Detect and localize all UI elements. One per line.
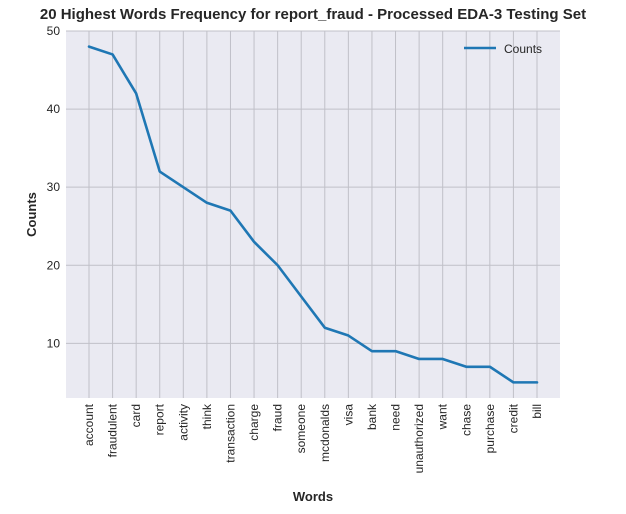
x-tick-label-want: want: [436, 403, 450, 430]
x-tick-label-card: card: [129, 404, 143, 427]
x-tick-label-chase: chase: [459, 404, 473, 436]
series-line-counts: [87, 45, 539, 384]
x-tick-label-mcdonalds: mcdonalds: [318, 404, 332, 462]
x-tick-label-transaction: transaction: [223, 404, 237, 463]
chart-title: 20 Highest Words Frequency for report_fr…: [39, 6, 587, 23]
x-axis-ticks: account fraudulent card report activity think…: [82, 403, 544, 473]
x-tick-label-charge: charge: [247, 404, 261, 441]
x-tick-label-activity: activity: [176, 404, 190, 441]
y-axis-label: Counts: [24, 192, 39, 237]
x-tick-label-bill: bill: [530, 404, 544, 419]
y-tick-label: 30: [47, 180, 61, 194]
y-tick-label: 40: [47, 102, 61, 116]
x-axis-label: Words: [293, 489, 333, 504]
x-tick-label-fraudulent: fraudulent: [106, 403, 120, 457]
grid-lines: [66, 30, 560, 398]
legend: Counts: [464, 42, 542, 56]
x-tick-label-someone: someone: [294, 404, 308, 454]
x-tick-label-think: think: [200, 403, 214, 429]
x-tick-label-purchase: purchase: [483, 404, 497, 454]
x-tick-label-bank: bank: [365, 403, 379, 430]
legend-label-counts: Counts: [504, 42, 542, 56]
plot-area: [66, 31, 560, 398]
y-axis-ticks: 10 20 30 40 50: [47, 24, 61, 350]
y-tick-label: 10: [47, 336, 61, 350]
x-tick-label-credit: credit: [506, 403, 520, 433]
x-tick-label-unauthorized: unauthorized: [412, 404, 426, 473]
y-tick-label: 50: [47, 24, 61, 38]
x-tick-label-visa: visa: [341, 404, 355, 426]
x-tick-label-need: need: [389, 404, 403, 431]
x-tick-label-account: account: [82, 403, 96, 446]
x-tick-label-fraud: fraud: [271, 404, 285, 431]
y-tick-label: 20: [47, 258, 61, 272]
series-layer: [87, 45, 539, 384]
x-tick-label-report: report: [153, 403, 167, 435]
